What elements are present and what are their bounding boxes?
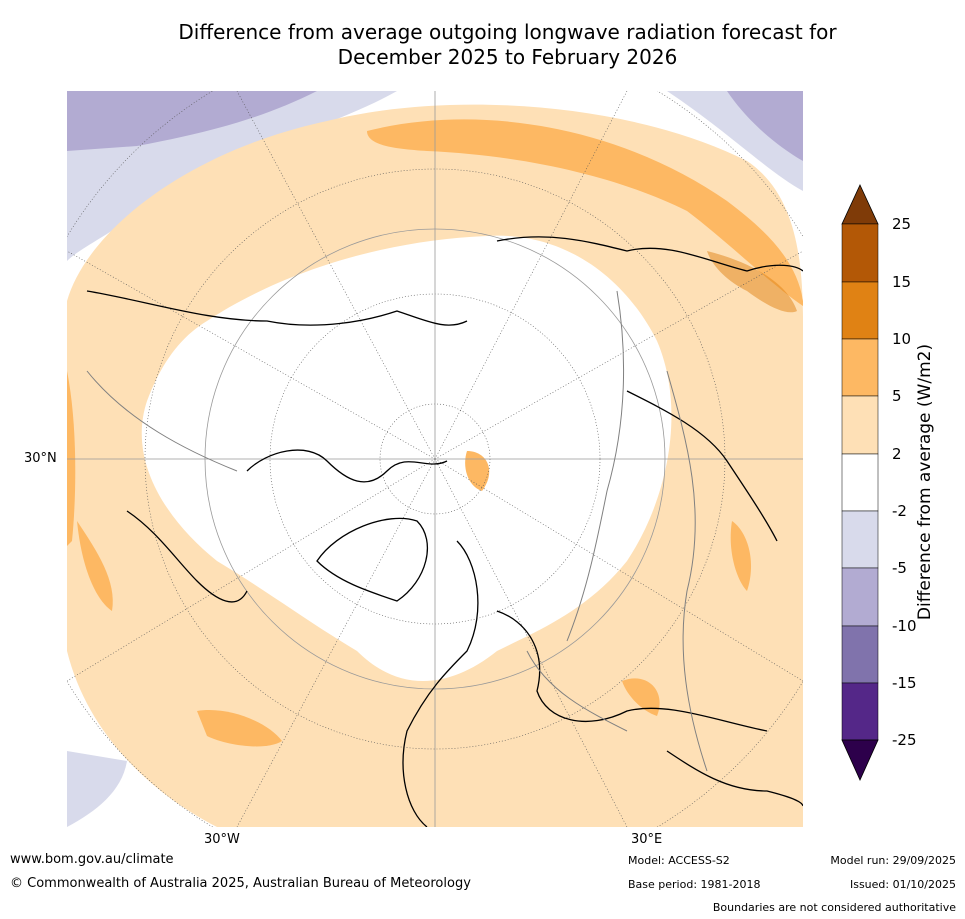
colorbar-label: Difference from average (W/m2)	[915, 343, 935, 621]
footer-model-run: Model run: 29/09/2025	[830, 854, 956, 867]
anomaly-region-neg-top-left-strong	[67, 91, 317, 151]
anomaly-region-neg-bottom-left	[67, 751, 127, 827]
colorbar-tick: 25	[892, 215, 912, 233]
colorbar-bin-m5-m2	[841, 510, 879, 569]
footer-website: www.bom.gov.au/climate	[10, 852, 174, 867]
colorbar-tick: -5	[892, 559, 907, 577]
colorbar-tick: 2	[892, 445, 902, 463]
colorbar-tick: -2	[892, 502, 907, 520]
footer-issued: Issued: 01/10/2025	[849, 878, 956, 891]
colorbar-bin-15-25	[841, 223, 879, 283]
colorbar-tick: -25	[892, 731, 917, 749]
anomaly-region-pos-ring	[67, 104, 803, 827]
anomaly-region-pos-arc-north	[367, 119, 803, 306]
anomaly-region-pos-asia	[730, 521, 752, 591]
colorbar-bin-10-15	[841, 281, 879, 340]
title-line-2: December 2025 to February 2026	[337, 45, 678, 69]
footer-copyright: © Commonwealth of Australia 2025, Austra…	[10, 876, 471, 891]
footer-model: Model: ACCESS-S2	[628, 854, 730, 867]
colorbar-bin-m10-m5	[841, 567, 879, 627]
boundaries	[86, 290, 708, 772]
colorbar: 25 15 10 5 2 -2 -5 -10 -15 -25	[840, 180, 965, 785]
colorbar-tick: 15	[892, 273, 912, 291]
title-line-1: Difference from average outgoing longwav…	[178, 20, 837, 44]
colorbar-bin-m25-m15	[841, 682, 879, 741]
anomaly-region-pos-west-edge	[67, 371, 76, 546]
anomaly-region-pos-middle-east	[622, 678, 660, 716]
anomaly-region-pos-west-patch	[77, 521, 113, 611]
colorbar-bin-5-10	[841, 338, 879, 397]
colorbar-tick: 5	[892, 387, 902, 405]
polar-map	[67, 91, 803, 827]
lon-label-30w: 30°W	[204, 832, 240, 847]
colorbar-bin-2-5	[841, 395, 879, 455]
lat-label-30n: 30°N	[24, 451, 57, 466]
colorbar-over-triangle	[841, 184, 879, 225]
anomaly-region-pos-atlantic	[197, 710, 282, 747]
coastlines	[86, 236, 803, 827]
colorbar-bin-neutral	[841, 453, 879, 512]
colorbar-under-triangle	[841, 739, 879, 781]
grid-lines	[67, 91, 803, 827]
colorbar-tick: 10	[892, 330, 912, 348]
footer-disclaimer: Boundaries are not considered authoritat…	[712, 901, 956, 914]
footer-base-period: Base period: 1981-2018	[628, 878, 761, 891]
map-title: Difference from average outgoing longwav…	[50, 20, 965, 70]
lon-label-30e: 30°E	[631, 832, 663, 847]
colorbar-swatches	[841, 184, 879, 781]
anomaly-region-neg-top-right-strong	[727, 91, 803, 161]
map-canvas	[67, 91, 803, 827]
colorbar-tick: -10	[892, 617, 917, 635]
colorbar-tick: -15	[892, 674, 917, 692]
colorbar-bin-m15-m10	[841, 625, 879, 684]
